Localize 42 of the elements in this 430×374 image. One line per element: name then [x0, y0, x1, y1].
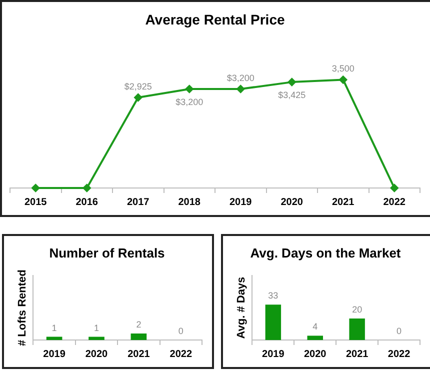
x-tick-label: 2022: [170, 348, 192, 360]
x-tick-label: 2021: [332, 196, 355, 208]
x-tick-label: 2021: [346, 348, 369, 360]
data-label: 3,500: [332, 64, 354, 74]
x-tick-label: 2022: [383, 196, 406, 208]
point: [236, 85, 245, 94]
point: [390, 184, 398, 192]
data-label: 0: [396, 326, 402, 336]
point: [82, 184, 91, 192]
data-label: 2: [136, 320, 142, 330]
point: [288, 78, 296, 86]
x-tick-label: 2022: [388, 348, 411, 360]
x-tick-label: 2021: [128, 348, 150, 360]
x-tick-label: 2017: [127, 196, 150, 208]
point: [185, 85, 194, 94]
chart-title: Average Rental Price: [145, 11, 285, 28]
data-label: 0: [178, 326, 184, 336]
data-label: 1: [94, 322, 100, 333]
point: [32, 184, 40, 192]
x-tick-label: 2020: [85, 348, 108, 360]
point: [134, 94, 142, 102]
x-tick-label: 2018: [178, 196, 201, 208]
x-tick-label: 2020: [304, 348, 327, 360]
data-label: 4: [312, 322, 318, 332]
y-axis-title: Avg. # Days: [236, 276, 248, 339]
data-label: 33: [268, 290, 278, 301]
x-tick-label: 2020: [280, 196, 304, 208]
x-tick-label: 2019: [43, 348, 66, 360]
data-label: 1: [52, 322, 57, 333]
x-tick-label: 2015: [24, 196, 48, 208]
data-label: $3,200: [226, 73, 254, 84]
data-label: 20: [352, 304, 362, 315]
data-label: $3,200: [176, 97, 204, 108]
x-tick-label: 2016: [76, 196, 98, 208]
data-label: $2,925: [124, 82, 152, 92]
point: [339, 76, 348, 84]
x-tick-label: 2019: [230, 196, 252, 208]
y-axis-title: # Lofts Rented: [16, 270, 29, 346]
data-label: $3,425: [278, 90, 306, 100]
chart-title: Number of Rentals: [49, 245, 165, 260]
x-tick-label: 2019: [262, 348, 285, 360]
chart-title: Avg. Days on the Market: [250, 245, 402, 260]
